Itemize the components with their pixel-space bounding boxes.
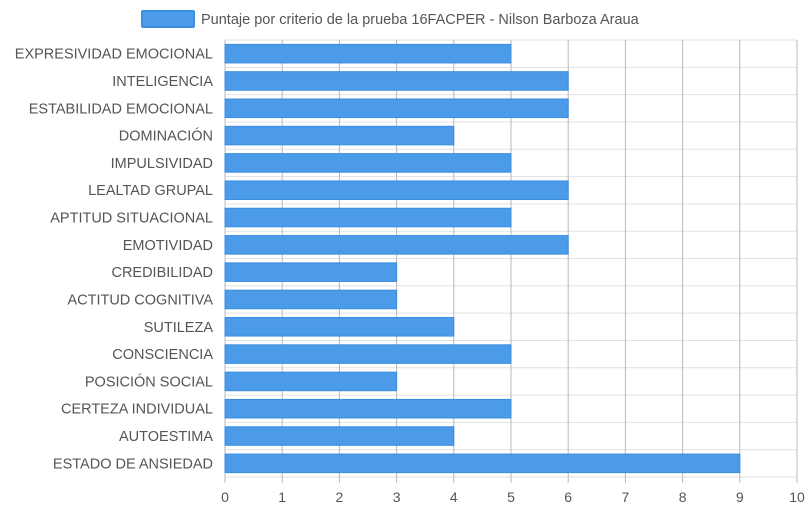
category-label: INTELIGENCIA (112, 74, 213, 90)
bar[interactable] (224, 125, 455, 146)
category-label: ACTITUD COGNITIVA (67, 292, 213, 308)
category-label: ESTABILIDAD EMOCIONAL (29, 101, 213, 117)
bar[interactable] (224, 153, 512, 173)
bar[interactable] (224, 289, 398, 310)
x-tick-label: 7 (622, 489, 630, 505)
category-label: LEALTAD GRUPAL (88, 183, 213, 199)
bar[interactable] (224, 262, 398, 282)
x-tick-label: 4 (450, 489, 458, 505)
x-axis-tick-labels: 0 1 2 3 4 5 6 7 8 9 10 (221, 489, 805, 505)
category-label: CONSCIENCIA (112, 347, 213, 363)
legend-swatch (141, 10, 195, 28)
bar[interactable] (224, 207, 512, 228)
category-label: POSICIÓN SOCIAL (85, 373, 213, 390)
x-tick-label: 10 (789, 489, 805, 505)
x-tick-label: 1 (278, 489, 286, 505)
x-tick-label: 5 (507, 489, 515, 505)
x-tick-label: 6 (564, 489, 572, 505)
bar[interactable] (224, 371, 398, 392)
bars (224, 43, 741, 474)
bar[interactable] (224, 43, 512, 64)
bar[interactable] (224, 98, 569, 119)
bar[interactable] (224, 344, 512, 364)
bar[interactable] (224, 316, 455, 337)
bar[interactable] (224, 453, 741, 474)
category-label: IMPULSIVIDAD (111, 156, 213, 172)
bar[interactable] (224, 426, 455, 446)
category-label: CERTEZA INDIVIDUAL (61, 402, 213, 418)
legend-label: Puntaje por criterio de la prueba 16FACP… (201, 12, 640, 28)
bar[interactable] (224, 71, 569, 91)
category-label: APTITUD SITUACIONAL (50, 211, 213, 227)
x-tick-label: 3 (393, 489, 401, 505)
category-label: AUTOESTIMA (119, 429, 213, 445)
x-tick-label: 2 (336, 489, 344, 505)
category-label: DOMINACIÓN (119, 128, 213, 145)
x-tick-label: 0 (221, 489, 229, 505)
category-label: CREDIBILIDAD (111, 265, 213, 281)
bar[interactable] (224, 180, 569, 201)
category-label: EMOTIVIDAD (123, 238, 213, 254)
x-tick-label: 9 (736, 489, 744, 505)
category-labels: EXPRESIVIDAD EMOCIONAL INTELIGENCIA ESTABI… (15, 47, 214, 473)
bar[interactable] (224, 398, 512, 419)
bar[interactable] (224, 235, 569, 255)
category-label: EXPRESIVIDAD EMOCIONAL (15, 47, 213, 63)
category-label: ESTADO DE ANSIEDAD (53, 456, 213, 472)
category-label: SUTILEZA (144, 320, 214, 336)
x-tick-label: 8 (679, 489, 687, 505)
legend[interactable]: Puntaje por criterio de la prueba 16FACP… (141, 10, 640, 28)
